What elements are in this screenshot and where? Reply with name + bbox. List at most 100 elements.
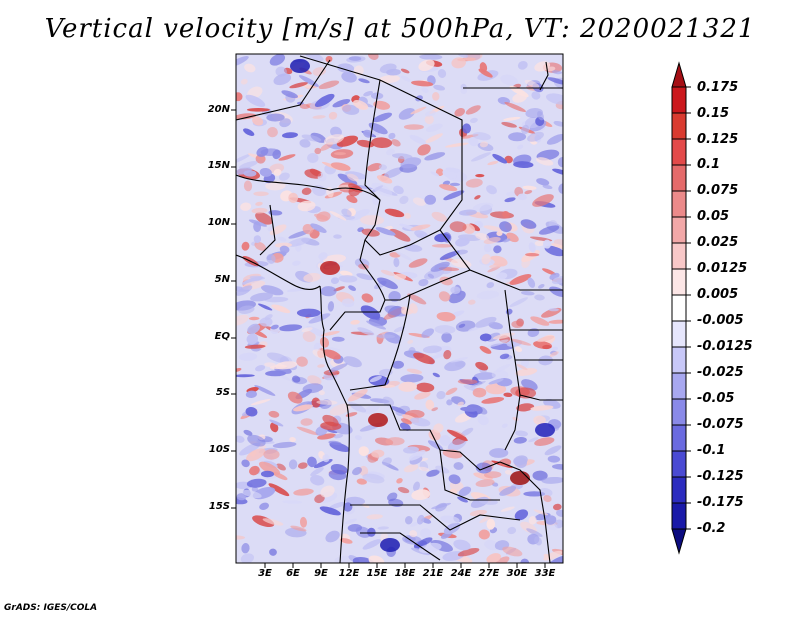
field-blob [314, 494, 325, 504]
field-blob [468, 299, 476, 305]
field-blob [502, 546, 523, 557]
field-blob [530, 316, 550, 326]
field-blob [479, 333, 492, 342]
field-blob [425, 123, 443, 133]
field-blob [439, 435, 451, 446]
field-blob [416, 382, 435, 393]
colorbar-segment [671, 86, 687, 114]
map-title: Vertical velocity [m/s] at 500hPa, VT: 2… [44, 14, 756, 44]
field-blob [269, 54, 286, 66]
field-blob [546, 134, 563, 145]
field-blob [316, 399, 338, 405]
field-blob [299, 139, 311, 148]
field-blob [288, 192, 299, 203]
field-blob [289, 82, 308, 89]
field-blob [483, 237, 501, 244]
field-blob [433, 423, 444, 433]
field-blob [260, 470, 275, 478]
field-blob [544, 245, 563, 257]
field-blob [344, 518, 357, 525]
field-blob [416, 514, 425, 525]
field-blob [329, 403, 351, 416]
field-blob [488, 322, 503, 330]
field-blob [503, 392, 513, 398]
field-blob [420, 528, 431, 539]
colorbar-label: 0.025 [697, 235, 739, 250]
field-blob [327, 301, 335, 312]
field-blob [396, 478, 403, 484]
field-blob [287, 237, 310, 247]
field-blob [517, 60, 528, 70]
field-blob [270, 324, 279, 330]
field-blob [399, 422, 411, 431]
field-blob [264, 362, 276, 368]
field-blob [460, 406, 478, 412]
field-blob [458, 486, 472, 497]
colorbar-label: -0.075 [697, 417, 744, 432]
field-blob [544, 445, 562, 456]
field-blob [449, 221, 467, 233]
field-blob [447, 437, 467, 451]
lat-ticks [231, 109, 236, 509]
field-blob [549, 351, 559, 357]
field-blob [516, 403, 535, 412]
field-blob [303, 54, 324, 62]
field-blob [433, 84, 445, 91]
field-blob [329, 210, 347, 221]
field-blob [496, 272, 508, 280]
field-blob [543, 550, 563, 561]
field-blob [403, 446, 419, 454]
field-blob [268, 483, 290, 497]
field-blob [454, 108, 466, 117]
field-blob [501, 122, 517, 128]
field-blob [279, 245, 290, 254]
field-blob [516, 364, 528, 371]
field-blob [258, 303, 273, 311]
field-blob [373, 100, 391, 110]
field-blob [460, 427, 474, 437]
field-blob [391, 139, 401, 147]
field-blob [476, 290, 500, 300]
field-blob [259, 317, 273, 327]
colorbar-label: -0.0125 [697, 339, 753, 354]
field-blob [409, 530, 418, 538]
field-blob [542, 268, 556, 276]
field-blob [407, 293, 427, 305]
lat-label: EQ [214, 331, 230, 342]
field-blob [489, 255, 508, 267]
field-blob [430, 539, 453, 552]
field-blob [419, 54, 443, 60]
field-blob [504, 469, 512, 475]
field-blob [409, 134, 427, 145]
field-blob [503, 116, 521, 121]
field-blob [331, 336, 345, 342]
field-blob [328, 111, 338, 120]
field-blob [468, 137, 479, 147]
field-blob [509, 297, 529, 308]
field-core [535, 423, 555, 437]
field-blob [439, 276, 453, 286]
field-blob [358, 446, 369, 457]
field-blob [432, 372, 440, 378]
field-blob [440, 515, 460, 524]
field-blob [348, 56, 362, 61]
field-blob [323, 134, 345, 145]
field-blob [368, 54, 379, 60]
field-blob [263, 449, 280, 460]
field-blob [312, 67, 327, 76]
lon-ticks [264, 563, 546, 568]
field-blob [318, 390, 325, 396]
field-blob [513, 161, 534, 169]
field-blob [260, 285, 284, 296]
field-blob [288, 459, 298, 470]
field-blob [404, 516, 413, 525]
colorbar-segment [671, 372, 687, 400]
field-blob [551, 346, 559, 351]
lat-label: 5S [215, 387, 230, 398]
field-blob [457, 496, 468, 503]
field-blob [342, 104, 360, 115]
field-blob [486, 185, 497, 195]
field-blob [500, 74, 518, 86]
field-blob [499, 458, 512, 467]
